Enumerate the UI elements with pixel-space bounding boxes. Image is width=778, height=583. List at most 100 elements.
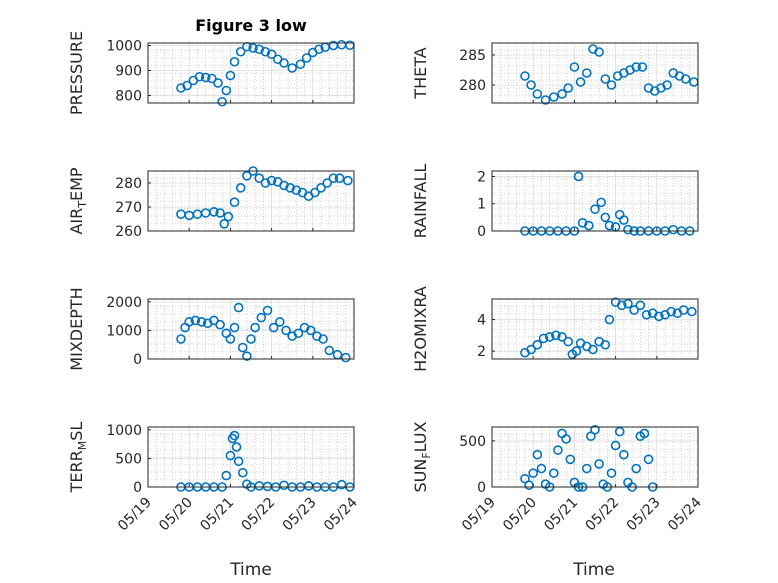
y-tick-label: 500 (115, 451, 142, 467)
data-point (225, 70, 236, 81)
data-point (293, 328, 304, 339)
x-tick-label: 05/21 (197, 495, 237, 535)
data-point (266, 175, 277, 186)
data-point (614, 426, 625, 437)
data-point (250, 322, 260, 333)
data-point (551, 330, 561, 341)
data-point (563, 336, 574, 347)
data-point (314, 44, 324, 55)
data-point (233, 302, 244, 313)
y-tick-label: 2000 (106, 295, 142, 311)
data-point (262, 481, 273, 492)
data-point (322, 178, 333, 188)
y-tick-label: 0 (477, 480, 486, 496)
data-point (600, 339, 611, 350)
x-tick-label: 05/23 (624, 495, 664, 535)
data-point (291, 185, 302, 195)
axes-box (147, 298, 355, 360)
data-point (343, 175, 353, 186)
data-point (604, 220, 615, 231)
data-point (565, 454, 576, 465)
x-tick-label: 05/21 (541, 495, 581, 535)
data-point (254, 44, 265, 55)
data-point (275, 317, 285, 327)
data-point (221, 85, 232, 96)
x-tick-label: 05/23 (280, 495, 320, 535)
y-tick-label: 4 (477, 313, 486, 329)
data-point (235, 183, 246, 193)
data-point (229, 322, 240, 333)
y-axis-label: MIXDEPTH (67, 287, 86, 370)
data-point (600, 74, 611, 84)
axes-pressure: 800 900 1000 PRESSURE (67, 31, 355, 115)
data-point (182, 80, 192, 91)
data-point (262, 305, 273, 316)
data-point (629, 305, 639, 315)
data-point (287, 63, 298, 73)
axes-box (147, 170, 355, 232)
axes-box (491, 42, 699, 104)
data-point (520, 71, 530, 81)
data-point (237, 467, 248, 478)
data-point (563, 83, 574, 93)
data-point (532, 339, 543, 350)
data-point (279, 180, 289, 191)
data-point (557, 332, 567, 342)
y-tick-label: 280 (459, 78, 486, 94)
axes-rainfall: 0 1 2 RAINFALL (411, 164, 699, 240)
data-point (557, 428, 567, 439)
data-point (176, 83, 186, 93)
data-point (242, 171, 252, 181)
data-point (557, 89, 567, 99)
data-point (246, 334, 256, 344)
data-point (588, 344, 598, 355)
x-tick-label: 05/24 (665, 494, 705, 534)
data-point (256, 312, 267, 323)
data-point (569, 62, 580, 72)
data-point (279, 480, 289, 491)
data-point (610, 440, 621, 451)
data-point (266, 49, 277, 60)
data-point (235, 46, 246, 57)
data-point (190, 315, 201, 326)
data-point (526, 80, 536, 90)
data-point (221, 470, 232, 481)
y-tick-label: 0 (133, 352, 142, 368)
data-point (248, 43, 258, 53)
y-axis-label: AIRTEMP (67, 167, 89, 234)
x-tick-label: 05/19 (459, 495, 499, 535)
axes-theta: 280 285 THETA (411, 42, 699, 105)
data-point (687, 306, 697, 317)
axes-box (491, 426, 699, 488)
data-point (614, 209, 625, 220)
data-point (217, 96, 227, 107)
data-point (229, 56, 240, 67)
y-tick-label: 270 (115, 200, 142, 216)
data-point (631, 62, 642, 72)
axes-box (491, 170, 699, 232)
data-point (666, 306, 677, 317)
data-point (176, 334, 186, 344)
data-point (619, 449, 629, 460)
axes-terrain_msl: 0 500 1000 05/19 05/20 05/21 05/22 05/23 05/24 TE… (67, 422, 361, 535)
data-point (606, 468, 617, 478)
data-point (268, 322, 279, 333)
y-tick-label: 1000 (106, 39, 142, 55)
axes-box (147, 426, 355, 488)
y-tick-label: 0 (477, 224, 486, 240)
data-point (662, 80, 672, 90)
y-axis-label: TERRMSL (67, 422, 89, 494)
data-point (606, 80, 617, 90)
data-point (196, 317, 207, 327)
y-tick-label: 0 (133, 480, 142, 496)
y-tick-label: 800 (115, 89, 142, 105)
data-point (219, 219, 230, 229)
y-axis-label: THETA (411, 47, 430, 99)
data-point (654, 311, 664, 322)
data-point (223, 211, 234, 222)
data-point (336, 479, 347, 490)
data-point (209, 207, 219, 217)
data-point (281, 325, 291, 336)
data-point (540, 95, 551, 105)
